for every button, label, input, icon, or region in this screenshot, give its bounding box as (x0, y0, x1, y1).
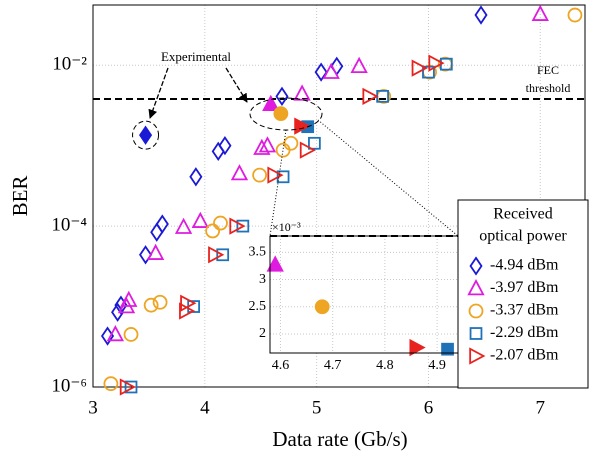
x-tick-label: 7 (536, 397, 546, 418)
data-point (123, 327, 139, 342)
inset-multiplier: ×10⁻³ (272, 220, 301, 234)
data-point (139, 245, 153, 265)
data-point (275, 86, 289, 107)
inset-point (266, 255, 284, 272)
data-point (230, 164, 249, 181)
data-point (103, 376, 119, 392)
data-point (216, 248, 230, 262)
inset-x-tick-label: 4.6 (272, 358, 290, 373)
data-point (120, 290, 138, 307)
data-point (205, 223, 221, 239)
legend-marker (468, 303, 484, 319)
data-point (350, 56, 368, 74)
inset-area (270, 236, 458, 353)
legend-label: -2.29 dBm (490, 324, 559, 341)
data-point (428, 54, 445, 72)
inset-y-tick-label: 2 (259, 326, 266, 341)
x-tick-label: 3 (88, 397, 98, 418)
legend-marker (469, 327, 483, 340)
data-point (155, 214, 169, 234)
inset-point (441, 342, 454, 356)
inset-point (409, 338, 426, 357)
legend-label: -3.97 dBm (490, 279, 559, 296)
data-point (218, 135, 232, 156)
inset-x-tick-label: 4.7 (324, 358, 342, 373)
experimental-point (139, 125, 153, 145)
experimental-point (294, 117, 311, 135)
data-point (208, 246, 225, 264)
data-point (253, 138, 271, 155)
data-point (180, 294, 197, 312)
data-point (143, 297, 159, 313)
y-tick-label: 10⁻² (52, 54, 87, 75)
y-tick-label: 10⁻⁴ (51, 214, 87, 235)
legend-marker (469, 347, 486, 365)
data-point (293, 84, 311, 101)
data-point (322, 62, 340, 79)
legend-marker (467, 279, 485, 296)
data-point (258, 136, 277, 153)
inset-y-tick-label: 2.5 (249, 299, 267, 314)
data-point (283, 135, 299, 151)
data-point (567, 7, 583, 23)
inset-x-tick-label: 4.8 (376, 358, 394, 373)
data-point (191, 211, 209, 228)
zoom-line (317, 119, 459, 237)
experimental-point (273, 106, 289, 122)
data-point (252, 167, 268, 183)
data-point (229, 217, 246, 235)
inset-point (314, 299, 330, 315)
arrow (148, 67, 169, 119)
data-point (267, 166, 284, 184)
legend-title: Received (493, 206, 553, 223)
threshold-label: FEC (537, 63, 559, 77)
annotation: Experimental (161, 49, 231, 64)
data-point (119, 378, 136, 396)
inset-y-tick-label: 3 (259, 272, 266, 287)
data-point (213, 215, 228, 231)
data-point (152, 294, 168, 310)
experimental-point (262, 94, 280, 111)
data-point (314, 62, 328, 82)
data-point (411, 59, 428, 77)
legend-label: -2.07 dBm (490, 347, 559, 364)
data-point (299, 141, 317, 159)
annotation-ellipse (132, 120, 160, 150)
legend-label: -3.37 dBm (490, 302, 559, 319)
legend-title: optical power (479, 228, 567, 245)
data-point (236, 219, 250, 233)
data-point (189, 167, 203, 187)
legend-label: -4.94 dBm (490, 257, 559, 274)
x-tick-label: 6 (424, 397, 434, 418)
legend-marker (469, 256, 483, 276)
y-axis-label: BER (8, 176, 32, 217)
plot-frame (92, 4, 586, 388)
data-point (124, 380, 138, 394)
data-point (174, 217, 193, 234)
threshold-label: threshold (526, 81, 571, 95)
inset-x-tick-label: 4.9 (428, 358, 446, 373)
data-point (308, 136, 321, 150)
x-tick-label: 5 (312, 397, 322, 418)
inset-y-tick-label: 3.5 (249, 245, 267, 260)
data-point (531, 4, 549, 21)
data-point (362, 87, 379, 105)
x-tick-label: 4 (200, 397, 210, 418)
data-point (146, 243, 165, 260)
x-axis-label: Data rate (Gb/s) (272, 427, 407, 451)
data-point (474, 5, 488, 25)
y-tick-label: 10⁻⁶ (51, 375, 87, 396)
data-point (106, 324, 125, 342)
